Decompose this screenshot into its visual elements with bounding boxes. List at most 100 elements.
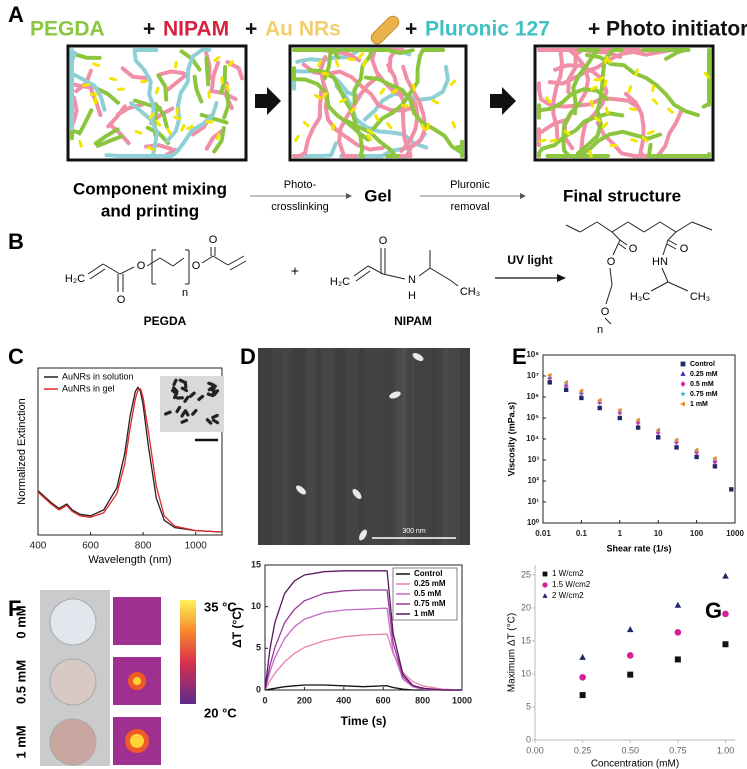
monomer-name: NIPAM bbox=[394, 314, 432, 328]
inset-nanorod bbox=[211, 413, 219, 420]
polymer-strand bbox=[145, 125, 171, 145]
panel-label: E bbox=[512, 344, 527, 369]
chemical-bond bbox=[102, 263, 121, 275]
nanorod bbox=[400, 103, 409, 108]
data-point bbox=[655, 427, 660, 433]
nanorod bbox=[339, 98, 347, 104]
arrow-head bbox=[557, 274, 566, 282]
y-axis-label: Normalized Extinction bbox=[16, 398, 28, 504]
tem-texture bbox=[306, 348, 319, 545]
polymer-strand bbox=[165, 48, 212, 143]
nanorod bbox=[431, 98, 440, 105]
y-tick-label: 10¹ bbox=[527, 497, 539, 506]
transition-label: crosslinking bbox=[271, 201, 328, 213]
inset-nanorod bbox=[188, 391, 196, 398]
inset-nanorod bbox=[183, 409, 190, 417]
y-tick-label: 10⁰ bbox=[527, 518, 540, 527]
legend-marker bbox=[542, 582, 548, 588]
data-line bbox=[264, 570, 462, 691]
inset-nanorod bbox=[197, 394, 205, 402]
atom-label: H₃C bbox=[630, 291, 650, 303]
data-point bbox=[579, 653, 586, 660]
polymer-strand bbox=[585, 53, 700, 118]
data-point bbox=[617, 415, 622, 421]
data-line bbox=[264, 633, 463, 691]
hydrogel-photo bbox=[49, 718, 97, 766]
data-point bbox=[547, 380, 552, 385]
nanorod bbox=[391, 88, 399, 94]
nanorod bbox=[634, 68, 639, 77]
nanorod bbox=[647, 130, 655, 135]
chemical-bond bbox=[650, 281, 669, 292]
hot-spot-core bbox=[130, 734, 144, 748]
panel-label: A bbox=[8, 2, 24, 27]
polymer-strand bbox=[108, 122, 131, 146]
chemical-bond bbox=[353, 265, 369, 277]
mixture-box bbox=[66, 44, 248, 162]
nanorod bbox=[549, 138, 558, 143]
chemical-bond bbox=[618, 243, 627, 250]
x-tick-label: 10 bbox=[654, 529, 663, 538]
legend-label: 1 mM bbox=[414, 609, 435, 618]
data-point bbox=[656, 429, 661, 436]
x-tick-label: 1000 bbox=[185, 541, 208, 552]
y-axis-label: Viscosity (mPa.s) bbox=[506, 402, 516, 476]
polymer-strand bbox=[120, 66, 148, 80]
legend-label: AuNRs in gel bbox=[62, 383, 115, 393]
chemical-bond bbox=[667, 239, 678, 246]
data-point bbox=[547, 372, 552, 378]
sample-label: 0 mM bbox=[13, 605, 28, 638]
data-point bbox=[674, 445, 679, 450]
atom-label: CH₃ bbox=[460, 286, 480, 298]
inset-nanorod bbox=[191, 408, 198, 416]
inset-nanorod bbox=[211, 418, 220, 425]
legend-label: Control bbox=[690, 361, 715, 368]
mixture-box bbox=[288, 44, 468, 162]
polymer-strand bbox=[94, 86, 120, 105]
tem-texture bbox=[393, 348, 407, 545]
nanorod-particle bbox=[412, 353, 424, 361]
data-point bbox=[694, 449, 699, 456]
legend-label: 1 W/cm2 bbox=[552, 569, 584, 578]
nanorod-particle bbox=[352, 489, 362, 499]
nanorod bbox=[215, 132, 221, 141]
inset-nanorod bbox=[172, 386, 179, 393]
legend-label: 0.75 mM bbox=[690, 391, 718, 398]
polymer-strand bbox=[646, 142, 711, 158]
nanorod bbox=[603, 56, 609, 64]
nanorod bbox=[154, 86, 160, 95]
data-line bbox=[37, 388, 223, 533]
x-tick-label: 400 bbox=[336, 695, 351, 705]
nanorod bbox=[627, 85, 633, 93]
nanorod bbox=[224, 84, 231, 92]
data-point bbox=[694, 447, 699, 453]
panel-label: C bbox=[8, 344, 24, 369]
nanorod bbox=[426, 122, 430, 131]
reaction-condition: UV light bbox=[507, 253, 552, 267]
nanorod bbox=[155, 119, 162, 127]
sample-label: 0.5 mM bbox=[13, 660, 28, 704]
nanorod bbox=[601, 121, 609, 129]
polymer-strand bbox=[386, 63, 413, 158]
polymer-strand bbox=[192, 74, 204, 104]
data-point bbox=[673, 437, 679, 443]
inset-nanorod bbox=[206, 392, 215, 398]
panel-label: B bbox=[8, 229, 24, 254]
inset-nanorod bbox=[175, 396, 184, 400]
data-point bbox=[563, 379, 568, 385]
component-name: Photo initiator bbox=[606, 18, 747, 41]
y-tick-label: 0 bbox=[526, 734, 531, 744]
inset-nanorod bbox=[207, 381, 215, 387]
nanorod bbox=[314, 93, 322, 100]
data-point bbox=[617, 407, 622, 413]
y-axis-label: Maximum ΔT (°C) bbox=[507, 613, 518, 692]
polymer-strand bbox=[132, 48, 159, 122]
chemical-bond bbox=[666, 243, 677, 250]
legend-marker bbox=[680, 390, 686, 397]
nanorod bbox=[641, 136, 649, 143]
polymer-strand bbox=[165, 71, 190, 92]
transition-label: Photo- bbox=[284, 179, 317, 191]
nanorod bbox=[334, 59, 340, 68]
y-tick-label: 10⁶ bbox=[526, 392, 539, 401]
atom-label: O bbox=[601, 306, 610, 318]
